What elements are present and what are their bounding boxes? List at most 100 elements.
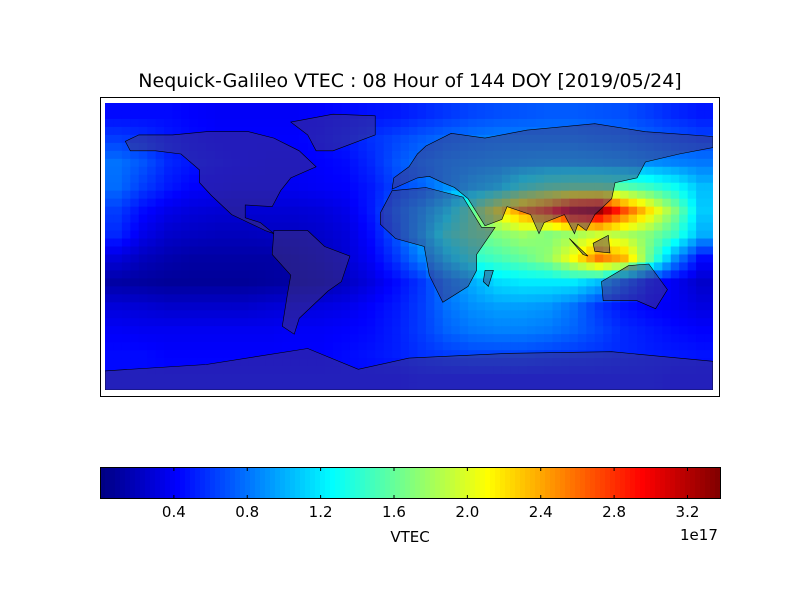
heatmap-cell	[383, 326, 393, 335]
heatmap-cell	[611, 326, 621, 335]
heatmap-cell	[333, 294, 342, 303]
heatmap-cell	[121, 286, 131, 295]
heatmap-cell	[240, 246, 250, 255]
heatmap-cell	[586, 342, 596, 351]
heatmap-cell	[527, 294, 537, 303]
heatmap-cell	[147, 158, 157, 168]
heatmap-cell	[409, 318, 418, 327]
heatmap-cell	[594, 230, 604, 240]
heatmap-cell	[206, 286, 216, 295]
heatmap-cell	[138, 302, 148, 311]
heatmap-cell	[696, 222, 706, 232]
heatmap-cell	[257, 350, 266, 359]
heatmap-cell	[400, 326, 410, 335]
heatmap-cell	[366, 270, 376, 279]
heatmap-cell	[147, 358, 157, 367]
heatmap-cell	[561, 270, 570, 279]
heatmap-cell	[679, 310, 689, 319]
heatmap-cell	[333, 150, 342, 160]
heatmap-cell	[645, 342, 655, 351]
heatmap-cell	[527, 238, 537, 247]
heatmap-cell	[696, 126, 706, 136]
heatmap-cell	[366, 358, 376, 367]
heatmap-cell	[181, 214, 190, 224]
heatmap-cell	[451, 310, 461, 319]
heatmap-cell	[704, 238, 713, 247]
heatmap-cell	[468, 278, 478, 287]
colorbar-segment	[385, 467, 391, 499]
heatmap-cell	[417, 334, 427, 343]
heatmap-cell	[409, 110, 418, 120]
heatmap-cell	[265, 326, 275, 335]
heatmap-cell	[662, 246, 672, 255]
heatmap-cell	[164, 103, 174, 112]
heatmap-cell	[349, 358, 359, 367]
heatmap-cell	[265, 230, 275, 240]
heatmap-cell	[223, 110, 233, 120]
heatmap-cell	[257, 214, 266, 224]
heatmap-cell	[552, 342, 562, 351]
heatmap-cell	[518, 334, 528, 343]
heatmap-cell	[577, 254, 587, 263]
heatmap-cell	[383, 310, 393, 319]
heatmap-cell	[349, 103, 359, 112]
heatmap-cell	[662, 238, 672, 247]
heatmap-cell	[164, 262, 174, 271]
heatmap-cell	[366, 206, 376, 216]
heatmap-cell	[341, 238, 351, 247]
heatmap-cell	[451, 118, 461, 128]
heatmap-cell	[417, 278, 427, 287]
heatmap-cell	[324, 206, 334, 216]
heatmap-cell	[611, 262, 621, 271]
heatmap-cell	[552, 222, 562, 232]
heatmap-cell	[181, 254, 190, 263]
heatmap-cell	[383, 318, 393, 327]
heatmap-cell	[113, 310, 123, 319]
heatmap-cell	[223, 230, 233, 240]
heatmap-cell	[687, 326, 697, 335]
heatmap-cell	[164, 214, 174, 224]
heatmap-cell	[637, 318, 646, 327]
heatmap-cell	[417, 350, 427, 359]
colorbar-segment	[650, 467, 656, 499]
heatmap-cell	[138, 206, 148, 216]
heatmap-cell	[687, 286, 697, 295]
heatmap-cell	[670, 254, 680, 263]
heatmap-cell	[197, 294, 207, 303]
heatmap-cell	[527, 342, 537, 351]
heatmap-cell	[611, 254, 621, 263]
colorbar-segment	[350, 467, 356, 499]
heatmap-cell	[130, 350, 140, 359]
heatmap-cell	[307, 206, 317, 216]
heatmap-cell	[611, 246, 621, 255]
heatmap-cell	[138, 286, 148, 295]
heatmap-cell	[679, 126, 689, 136]
heatmap-cell	[637, 190, 646, 200]
heatmap-cell	[138, 342, 148, 351]
heatmap-cell	[501, 286, 511, 295]
heatmap-cell	[341, 166, 351, 176]
heatmap-cell	[172, 126, 182, 136]
heatmap-cell	[307, 142, 317, 152]
heatmap-cell	[113, 174, 123, 184]
heatmap-cell	[645, 110, 655, 120]
colorbar-segment	[310, 467, 316, 499]
heatmap-cell	[561, 110, 570, 120]
heatmap-cell	[400, 254, 410, 263]
heatmap-cell	[628, 302, 638, 311]
heatmap-cell	[341, 358, 351, 367]
colorbar-segment	[490, 467, 496, 499]
heatmap-cell	[468, 334, 478, 343]
heatmap-cell	[392, 302, 402, 311]
heatmap-cell	[451, 318, 461, 327]
heatmap-cell	[577, 318, 587, 327]
heatmap-cell	[341, 270, 351, 279]
colorbar-segment	[230, 467, 236, 499]
heatmap-cell	[392, 103, 402, 112]
heatmap-cell	[620, 118, 630, 128]
heatmap-cell	[544, 103, 554, 112]
heatmap-cell	[628, 110, 638, 120]
heatmap-cell	[290, 206, 300, 216]
heatmap-cell	[333, 206, 342, 216]
heatmap-cell	[434, 302, 444, 311]
